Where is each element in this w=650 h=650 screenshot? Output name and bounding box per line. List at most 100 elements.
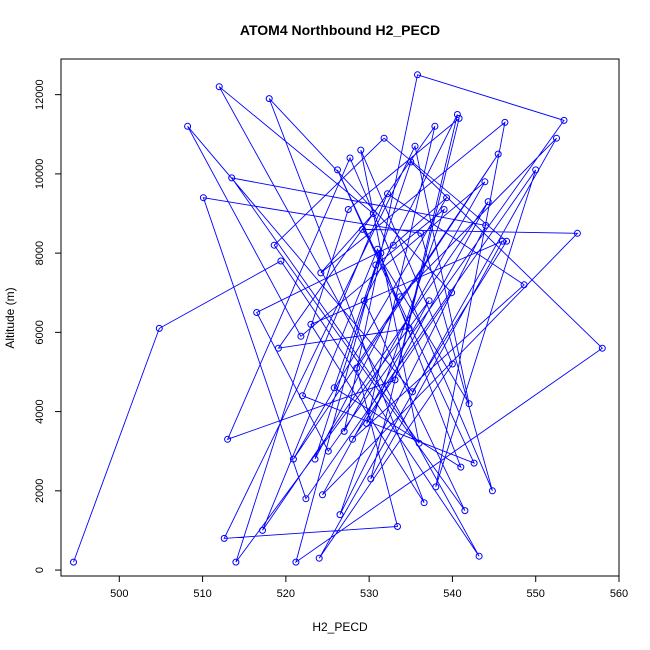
data-point	[199, 194, 207, 202]
data-point	[440, 206, 448, 213]
data-point	[228, 174, 236, 182]
data-point	[224, 435, 232, 443]
data-point	[415, 439, 423, 447]
y-tick-label: 8000	[34, 241, 46, 265]
data-point	[372, 261, 380, 269]
data-point	[302, 495, 310, 503]
data-point	[220, 534, 228, 542]
data-point	[311, 455, 319, 463]
data-point	[405, 324, 413, 332]
x-tick-label: 550	[527, 588, 545, 600]
data-point	[380, 134, 388, 142]
data-point	[391, 376, 399, 384]
data-point	[344, 206, 352, 213]
data-point	[319, 491, 326, 499]
y-tick-label: 12000	[34, 79, 46, 110]
data-point	[488, 487, 496, 495]
data-point	[324, 447, 332, 455]
data-point	[560, 116, 568, 124]
data-point	[598, 344, 606, 352]
data-point	[289, 455, 297, 463]
y-tick-label: 4000	[34, 399, 46, 423]
data-point	[360, 297, 368, 305]
y-tick-label: 2000	[34, 479, 46, 503]
y-tick-label: 10000	[34, 159, 46, 190]
y-axis-label: Altitude (m)	[3, 287, 17, 348]
data-point	[425, 297, 433, 305]
data-point	[315, 554, 323, 562]
data-point	[232, 558, 240, 566]
data-point	[377, 249, 385, 257]
data-point	[443, 194, 451, 202]
data-point	[274, 344, 282, 352]
data-point	[475, 552, 483, 560]
y-tick-label: 6000	[34, 320, 46, 344]
data-point	[292, 558, 300, 566]
data-point	[369, 210, 377, 217]
data-point	[330, 384, 338, 392]
x-tick-label: 540	[443, 588, 461, 600]
data-point	[367, 475, 375, 483]
data-point	[357, 146, 365, 154]
plot-frame	[60, 58, 620, 577]
data-point	[184, 122, 192, 130]
y-axis: 0 2000 4000 6000 8000 10000 12000	[34, 79, 62, 573]
data-point	[431, 122, 439, 130]
data-point	[484, 198, 492, 206]
data-point	[297, 332, 305, 340]
data-point	[394, 523, 401, 530]
data-point	[259, 526, 266, 534]
data-point	[307, 320, 315, 328]
data-point	[411, 142, 419, 150]
data-point	[448, 289, 456, 297]
data-point	[520, 281, 528, 289]
x-tick-label: 520	[277, 588, 295, 600]
data-point	[270, 241, 278, 249]
data-point	[155, 324, 163, 332]
data-point	[453, 111, 461, 118]
data-point	[470, 459, 478, 467]
y-tick-label: 0	[34, 567, 46, 573]
data-point	[389, 241, 397, 249]
data-point	[432, 483, 440, 491]
x-tick-label: 510	[193, 588, 211, 600]
data-point	[277, 257, 285, 265]
data-point	[461, 507, 469, 515]
data-point	[340, 427, 348, 435]
data-point	[215, 83, 223, 91]
data-layer	[70, 71, 606, 566]
data-point	[417, 229, 425, 237]
data-point	[455, 114, 463, 122]
data-point	[363, 420, 371, 427]
data-point	[532, 166, 540, 174]
data-point	[482, 221, 490, 229]
data-point	[396, 293, 404, 301]
x-tick-label: 530	[360, 588, 378, 600]
data-point	[334, 166, 341, 174]
data-point	[336, 511, 344, 519]
data-point	[503, 237, 511, 245]
chart-title: ATOM4 Northbound H2_PECD	[240, 22, 440, 38]
x-tick-label: 560	[610, 588, 628, 600]
data-point	[494, 150, 502, 158]
data-point	[349, 435, 356, 443]
data-point	[501, 118, 509, 126]
data-point	[359, 225, 366, 233]
data-point	[299, 392, 306, 400]
data-point	[414, 71, 421, 79]
data-point	[353, 364, 361, 372]
data-point	[573, 229, 581, 237]
data-point	[409, 388, 416, 396]
data-point	[420, 499, 428, 507]
data-point	[346, 154, 354, 162]
series-line	[73, 74, 604, 564]
data-point	[317, 269, 325, 277]
data-point	[457, 463, 465, 471]
data-point	[265, 95, 273, 103]
data-point	[384, 190, 391, 198]
data-point	[498, 237, 506, 245]
data-point	[465, 400, 473, 408]
data-point	[553, 134, 560, 142]
data-point	[70, 558, 77, 566]
